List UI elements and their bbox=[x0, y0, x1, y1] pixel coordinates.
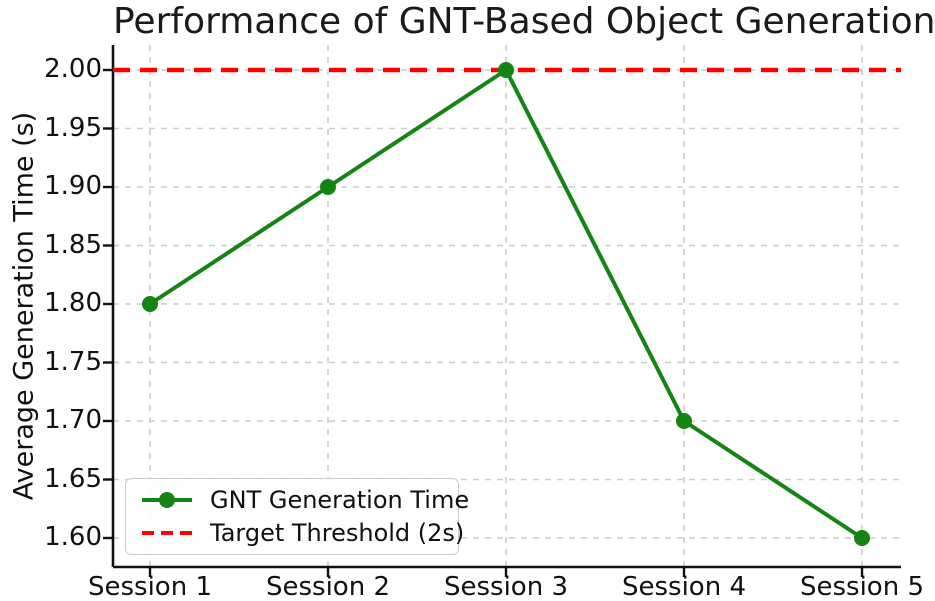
x-tick-label: Session 3 bbox=[443, 572, 569, 601]
x-tick-label: Session 4 bbox=[621, 572, 747, 601]
y-tick-label: 1.90 bbox=[44, 171, 102, 201]
legend-label-threshold: Target Threshold (2s) bbox=[210, 518, 465, 547]
y-tick-label: 1.80 bbox=[44, 288, 102, 318]
data-point-marker bbox=[498, 62, 514, 78]
y-tick-label: 1.75 bbox=[44, 346, 102, 377]
legend-row-threshold: Target Threshold (2s) bbox=[140, 519, 464, 547]
legend-row-series: GNT Generation Time bbox=[140, 486, 469, 514]
threshold-line-swatch-icon bbox=[142, 530, 192, 535]
y-tick-label: 1.85 bbox=[44, 229, 102, 260]
x-tick-label: Session 1 bbox=[87, 572, 213, 601]
y-tick-label: 2.00 bbox=[44, 54, 102, 84]
y-tick-label: 1.65 bbox=[44, 463, 102, 494]
data-point-marker bbox=[854, 530, 870, 546]
data-point-marker bbox=[320, 179, 336, 195]
y-tick-label: 1.70 bbox=[44, 405, 102, 435]
chart-legend: GNT Generation Time Target Threshold (2s… bbox=[125, 478, 469, 555]
series-line-swatch-icon bbox=[142, 492, 192, 509]
x-tick-label: Session 2 bbox=[265, 572, 391, 601]
data-point-marker bbox=[142, 296, 158, 312]
x-tick-label: Session 5 bbox=[799, 572, 925, 601]
y-tick-label: 1.60 bbox=[44, 522, 102, 552]
y-tick-label: 1.95 bbox=[44, 112, 102, 143]
data-point-marker bbox=[676, 413, 692, 429]
chart-title: Performance of GNT-Based Object Generati… bbox=[113, 1, 935, 42]
legend-label-series: GNT Generation Time bbox=[210, 486, 470, 515]
